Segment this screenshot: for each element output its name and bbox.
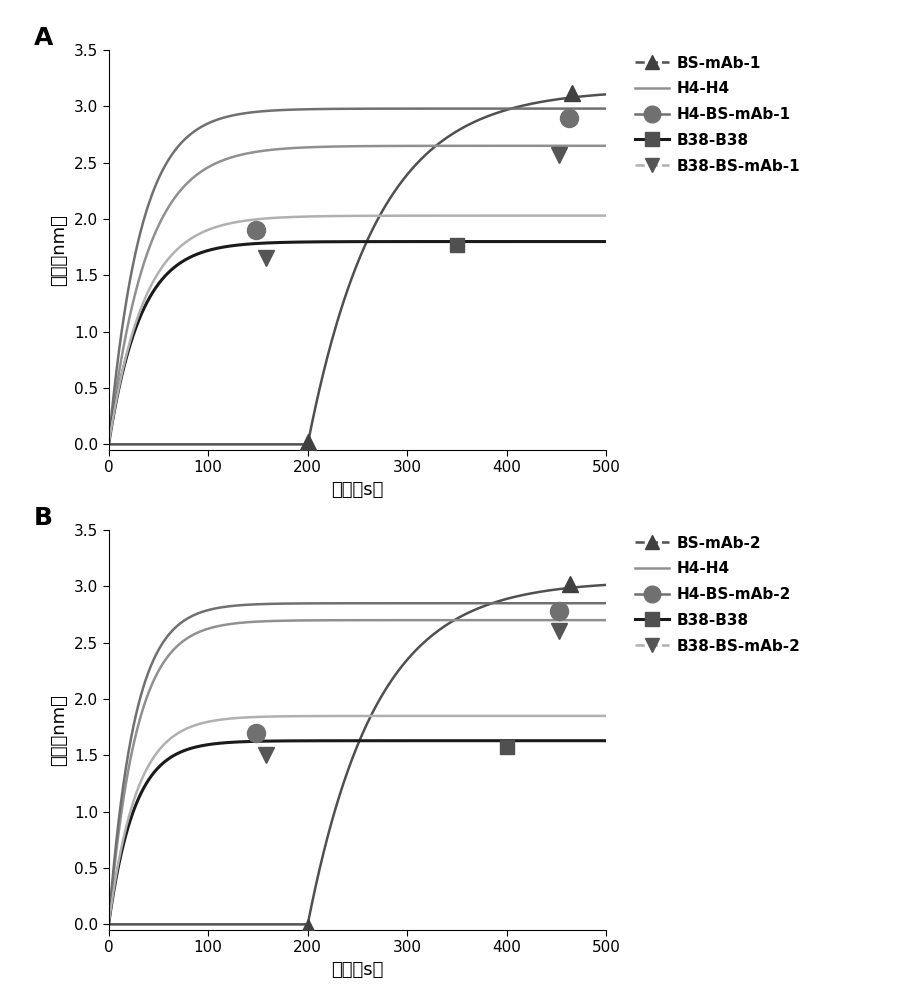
Y-axis label: 结合（nm）: 结合（nm） xyxy=(51,214,69,286)
X-axis label: 时间（s）: 时间（s） xyxy=(331,961,384,979)
Legend: BS-mAb-1, H4-H4, H4-BS-mAb-1, B38-B38, B38-BS-mAb-1: BS-mAb-1, H4-H4, H4-BS-mAb-1, B38-B38, B… xyxy=(629,50,806,180)
X-axis label: 时间（s）: 时间（s） xyxy=(331,481,384,499)
Text: A: A xyxy=(34,26,53,50)
Legend: BS-mAb-2, H4-H4, H4-BS-mAb-2, B38-B38, B38-BS-mAb-2: BS-mAb-2, H4-H4, H4-BS-mAb-2, B38-B38, B… xyxy=(629,530,806,660)
Text: B: B xyxy=(34,506,52,530)
Y-axis label: 结合（nm）: 结合（nm） xyxy=(51,694,69,766)
